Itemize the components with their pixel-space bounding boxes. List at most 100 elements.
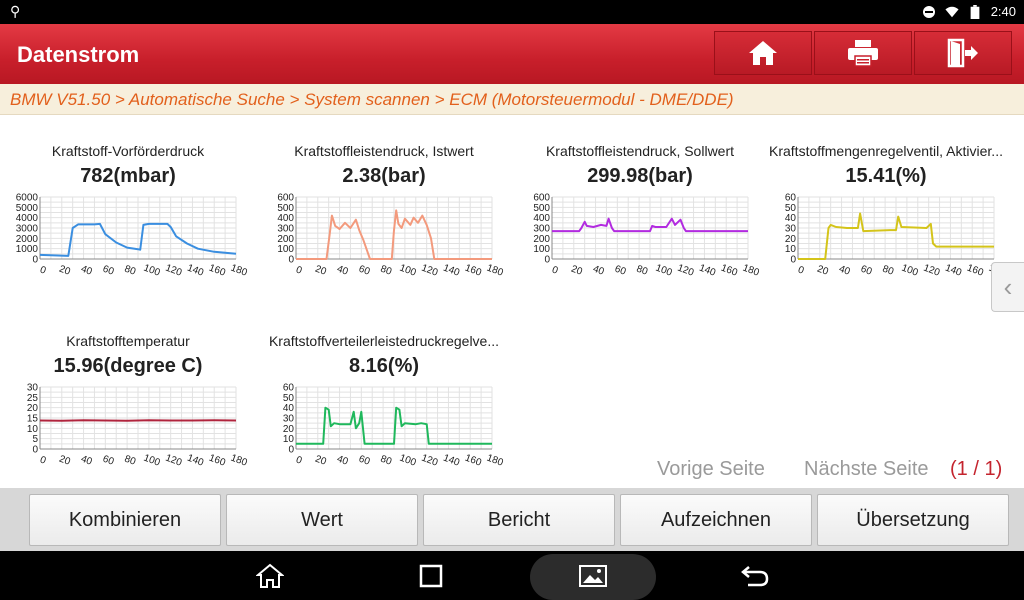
nav-recents-button[interactable]	[416, 561, 446, 591]
y-tick-label: 50	[283, 393, 295, 404]
x-tick-label: 160	[463, 453, 483, 469]
bottom-toolbar: Kombinieren Wert Bericht Aufzeichnen Übe…	[0, 488, 1024, 551]
series-line	[798, 212, 994, 260]
y-tick-label: 0	[32, 255, 38, 266]
chart-panel-4[interactable]: Kraftstoffmengenregelventil, Aktivier...…	[766, 143, 1006, 318]
y-tick-label: 25	[27, 393, 39, 404]
record-button[interactable]: Aufzeichnen	[620, 494, 812, 546]
x-tick-label: 160	[719, 263, 739, 279]
battery-icon	[970, 4, 980, 19]
x-tick-label: 160	[965, 263, 985, 279]
x-tick-label: 80	[881, 264, 896, 278]
clock: 2:40	[990, 4, 1016, 19]
combine-button[interactable]: Kombinieren	[29, 494, 221, 546]
y-tick-label: 0	[288, 445, 294, 456]
home-outline-icon	[256, 563, 284, 588]
status-bar: ⚲ 2:40	[0, 0, 1024, 24]
y-tick-label: 30	[27, 383, 39, 394]
x-tick-label: 100	[398, 453, 418, 469]
y-tick-label: 20	[27, 403, 39, 414]
chart-panel-1[interactable]: Kraftstoff-Vorförderdruck 782(mbar) 6000…	[8, 143, 248, 318]
series-line	[552, 217, 748, 233]
next-page-button[interactable]: Nächste Seite	[804, 458, 929, 480]
page-indicator: (1 / 1)	[950, 458, 1003, 480]
x-tick-label: 100	[142, 453, 162, 469]
chart-panel-2[interactable]: Kraftstoffleistendruck, Istwert 2.38(bar…	[264, 143, 504, 318]
chart-title: Kraftstofftemperatur	[66, 333, 190, 349]
y-tick-label: 20	[785, 234, 797, 245]
y-tick-label: 5000	[16, 203, 39, 214]
x-tick-label: 0	[550, 265, 559, 277]
chart-value: 8.16(%)	[348, 355, 420, 377]
value-button[interactable]: Wert	[226, 494, 418, 546]
y-tick-label: 20	[283, 424, 295, 435]
y-tick-label: 400	[277, 213, 294, 224]
x-tick-label: 40	[79, 264, 94, 278]
y-tick-label: 600	[533, 193, 550, 204]
x-tick-label: 60	[613, 264, 628, 278]
breadcrumb-path: BMW V51.50 > Automatische Suche > System…	[10, 90, 734, 109]
app-header: Datenstrom	[0, 24, 1024, 84]
nav-back-button[interactable]	[740, 561, 770, 591]
exit-icon	[947, 38, 978, 68]
x-tick-label: 140	[442, 263, 462, 279]
y-tick-label: 600	[277, 193, 294, 204]
translate-button[interactable]: Übersetzung	[817, 494, 1009, 546]
x-tick-label: 20	[570, 264, 585, 278]
nav-home-button[interactable]	[255, 561, 285, 591]
home-icon	[749, 41, 777, 65]
image-icon	[579, 565, 607, 587]
back-arrow-icon	[741, 566, 769, 587]
chart-value: 299.98(bar)	[587, 165, 693, 187]
exit-button[interactable]	[914, 31, 1012, 75]
x-tick-label: 100	[654, 263, 674, 279]
datastream-grid: Kraftstoff-Vorförderdruck 782(mbar) 6000…	[0, 115, 1024, 488]
usb-debug-icon: ⚲	[10, 3, 21, 19]
side-drawer-handle[interactable]: ‹	[991, 262, 1024, 312]
prev-page-button[interactable]: Vorige Seite	[657, 458, 765, 480]
y-tick-label: 100	[533, 244, 550, 255]
x-tick-label: 140	[186, 453, 206, 469]
x-tick-label: 0	[38, 455, 47, 467]
x-tick-label: 120	[164, 453, 184, 469]
x-tick-label: 60	[357, 264, 372, 278]
series-line	[39, 222, 237, 257]
chart-panel-6[interactable]: Kraftstoffverteilerleistedruckregelve...…	[264, 333, 504, 508]
y-tick-label: 0	[288, 255, 294, 266]
x-tick-label: 40	[591, 264, 606, 278]
x-tick-label: 0	[38, 265, 47, 277]
chart-value: 2.38(bar)	[342, 165, 426, 187]
x-tick-label: 0	[294, 455, 303, 467]
chart-value: 15.41(%)	[845, 165, 927, 187]
chevron-left-icon: ‹	[1003, 271, 1013, 302]
y-tick-label: 5	[32, 434, 38, 445]
chart-panel-3[interactable]: Kraftstoffleistendruck, Sollwert 299.98(…	[520, 143, 760, 318]
chart-panel-5[interactable]: Kraftstofftemperatur 15.96(degree C) 30 2…	[8, 333, 248, 508]
x-tick-label: 120	[420, 263, 440, 279]
x-tick-label: 180	[741, 263, 760, 279]
x-tick-label: 20	[314, 454, 329, 468]
y-tick-label: 10	[27, 424, 39, 435]
x-tick-label: 40	[335, 264, 350, 278]
x-tick-label: 160	[463, 263, 483, 279]
y-tick-label: 100	[277, 244, 294, 255]
x-tick-label: 140	[442, 453, 462, 469]
y-tick-label: 300	[533, 224, 550, 235]
report-button[interactable]: Bericht	[423, 494, 615, 546]
y-tick-label: 0	[544, 255, 550, 266]
x-tick-label: 120	[922, 263, 942, 279]
wifi-icon	[945, 6, 959, 17]
chart-title: Kraftstoffverteilerleistedruckregelve...	[268, 333, 500, 349]
x-tick-label: 20	[58, 454, 73, 468]
home-button[interactable]	[714, 31, 812, 75]
y-tick-label: 30	[785, 224, 797, 235]
y-tick-label: 40	[283, 403, 295, 414]
nav-screenshot-button[interactable]	[578, 561, 608, 591]
print-button[interactable]	[814, 31, 912, 75]
y-tick-label: 60	[283, 383, 295, 394]
x-tick-label: 180	[485, 263, 504, 279]
